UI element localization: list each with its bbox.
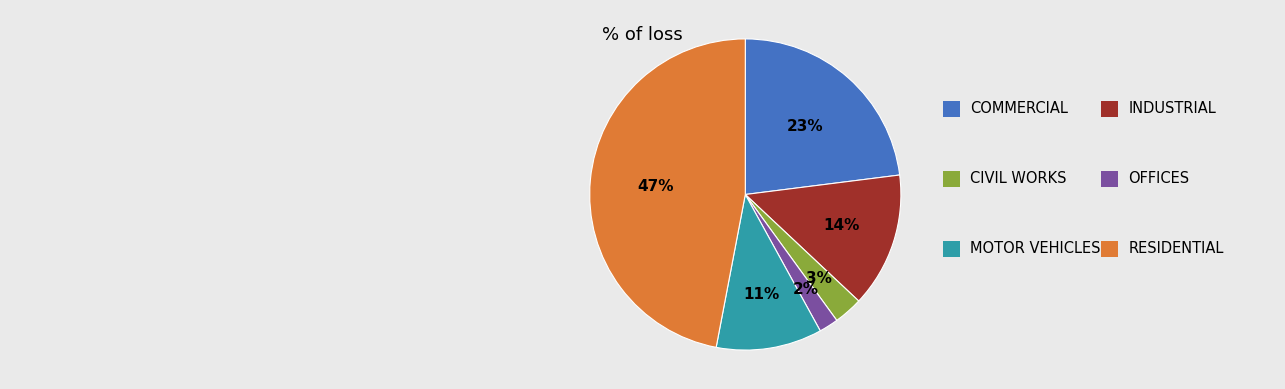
Text: MOTOR VEHICLES: MOTOR VEHICLES (970, 242, 1101, 256)
Text: % of loss: % of loss (603, 26, 682, 44)
Wedge shape (716, 194, 820, 350)
Wedge shape (745, 194, 837, 331)
Text: 14%: 14% (824, 218, 860, 233)
Text: 23%: 23% (786, 119, 824, 134)
Text: COMMERCIAL: COMMERCIAL (970, 102, 1068, 116)
Wedge shape (745, 194, 858, 321)
Text: 11%: 11% (743, 287, 779, 302)
Text: OFFICES: OFFICES (1128, 172, 1190, 186)
Wedge shape (590, 39, 745, 347)
Text: 3%: 3% (807, 271, 833, 286)
Text: 47%: 47% (637, 179, 673, 193)
Text: 2%: 2% (793, 282, 819, 296)
Wedge shape (745, 175, 901, 301)
Text: CIVIL WORKS: CIVIL WORKS (970, 172, 1067, 186)
Text: INDUSTRIAL: INDUSTRIAL (1128, 102, 1216, 116)
Text: RESIDENTIAL: RESIDENTIAL (1128, 242, 1223, 256)
Wedge shape (745, 39, 900, 195)
